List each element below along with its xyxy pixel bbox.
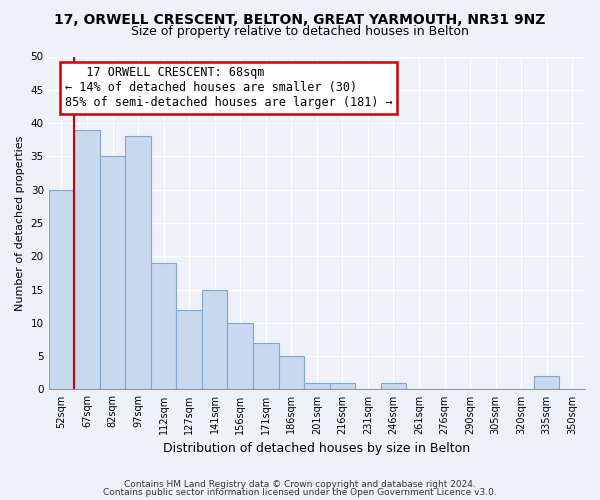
Text: 17, ORWELL CRESCENT, BELTON, GREAT YARMOUTH, NR31 9NZ: 17, ORWELL CRESCENT, BELTON, GREAT YARMO… [55, 12, 545, 26]
Bar [202, 290, 227, 390]
Text: Size of property relative to detached houses in Belton: Size of property relative to detached ho… [131, 25, 469, 38]
Text: 17 ORWELL CRESCENT: 68sqm
← 14% of detached houses are smaller (30)
85% of semi-: 17 ORWELL CRESCENT: 68sqm ← 14% of detac… [65, 66, 392, 110]
Bar [49, 190, 74, 390]
Bar [534, 376, 559, 390]
X-axis label: Distribution of detached houses by size in Belton: Distribution of detached houses by size … [163, 442, 470, 455]
Bar [329, 383, 355, 390]
Y-axis label: Number of detached properties: Number of detached properties [15, 136, 25, 310]
Bar [151, 263, 176, 390]
Text: Contains HM Land Registry data © Crown copyright and database right 2024.: Contains HM Land Registry data © Crown c… [124, 480, 476, 489]
Bar [74, 130, 100, 390]
Bar [304, 383, 329, 390]
Bar [100, 156, 125, 390]
Text: Contains public sector information licensed under the Open Government Licence v3: Contains public sector information licen… [103, 488, 497, 497]
Bar [278, 356, 304, 390]
Bar [380, 383, 406, 390]
Bar [176, 310, 202, 390]
Bar [253, 343, 278, 390]
Bar [125, 136, 151, 390]
Bar [227, 323, 253, 390]
